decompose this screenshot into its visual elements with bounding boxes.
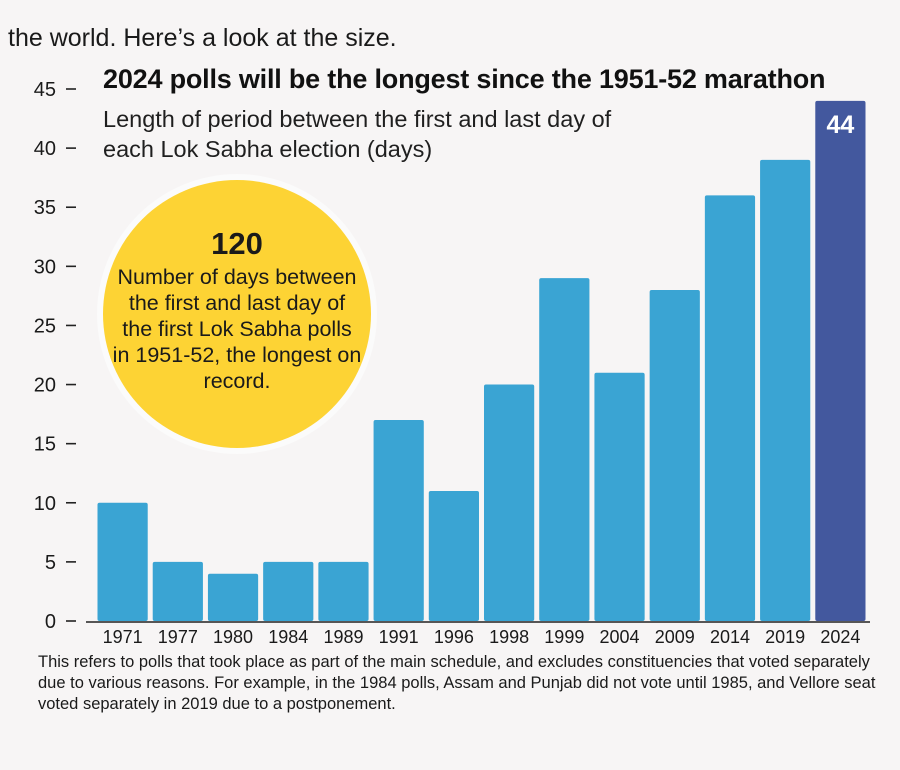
bar-2014 — [704, 195, 756, 621]
intro-text: the world. Here’s a look at the size. — [8, 24, 397, 52]
x-tick-label: 2024 — [820, 627, 860, 647]
bar-1984 — [263, 561, 314, 621]
y-tick-label: 30 — [34, 256, 56, 278]
bar-2009 — [649, 289, 700, 621]
x-tick-label: 1989 — [323, 627, 363, 647]
bar-1977 — [152, 561, 203, 621]
annotation-text: Number of days between the first and las… — [112, 265, 362, 393]
highlight-data-label: 44 — [826, 111, 854, 139]
x-tick-label: 1977 — [158, 627, 198, 647]
x-tick-label: 1984 — [268, 627, 308, 647]
x-tick-label: 1980 — [213, 627, 253, 647]
annotation-value: 120 — [211, 226, 263, 261]
x-tick-label: 1999 — [544, 627, 584, 647]
bars: 44 — [97, 100, 866, 622]
y-tick-label: 5 — [45, 552, 56, 574]
x-tick-label: 2009 — [655, 627, 695, 647]
bar-2019 — [760, 159, 811, 621]
bar-1989 — [318, 561, 369, 621]
y-axis: 0 5 10 15 20 25 30 35 40 45 — [34, 79, 870, 633]
bar-1980 — [207, 573, 259, 621]
y-tick-label: 10 — [34, 493, 56, 515]
x-tick-label: 2019 — [765, 627, 805, 647]
bar-1999 — [539, 278, 590, 621]
x-tick-label: 1998 — [489, 627, 529, 647]
bar-1998 — [484, 384, 535, 621]
y-tick-label: 35 — [34, 197, 56, 219]
y-tick-label: 0 — [45, 611, 56, 633]
bar-2004 — [594, 372, 645, 621]
x-tick-label: 2004 — [600, 627, 640, 647]
x-tick-label: 1971 — [103, 627, 143, 647]
y-tick-label: 15 — [34, 434, 56, 456]
x-axis-labels: 1971 1977 1980 1984 1989 1991 1996 1998 1999 2004… — [103, 627, 861, 647]
bar-2024 — [815, 100, 866, 622]
y-tick-label: 45 — [34, 79, 56, 101]
annotation-bubble: 120 Number of days between the first and… — [103, 180, 371, 448]
y-tick-label: 40 — [34, 138, 56, 160]
y-tick-label: 20 — [34, 375, 56, 397]
x-tick-label: 2014 — [710, 627, 750, 647]
bar-1996 — [428, 490, 479, 621]
y-tick-label: 25 — [34, 315, 56, 337]
bar-1991 — [373, 420, 424, 621]
x-tick-label: 1996 — [434, 627, 474, 647]
bar-1971 — [97, 502, 148, 621]
chart-subtitle: Length of period between the first and l… — [103, 106, 612, 162]
footnote: This refers to polls that took place as … — [38, 653, 876, 713]
x-tick-label: 1991 — [379, 627, 419, 647]
chart-title: 2024 polls will be the longest since the… — [103, 64, 826, 94]
